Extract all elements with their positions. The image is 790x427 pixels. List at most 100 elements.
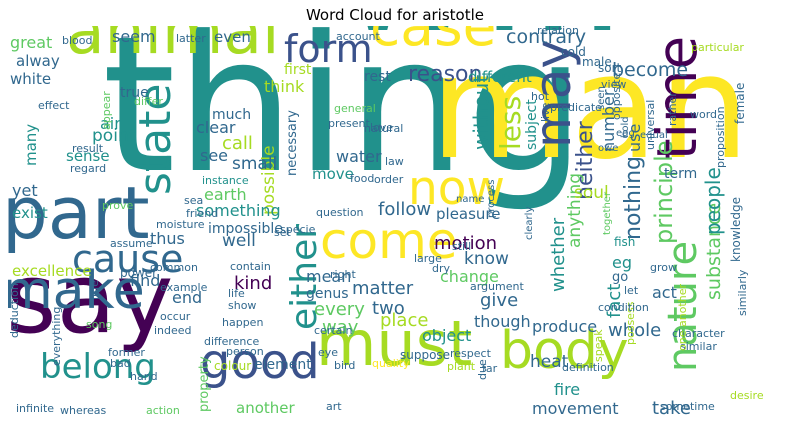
word-take: take (652, 398, 691, 419)
word-go: go (612, 270, 628, 285)
word-line: line (88, 280, 101, 300)
word-view: view (601, 78, 626, 91)
word-together: together (602, 191, 613, 235)
word-water: water (336, 147, 382, 166)
word-place: place (380, 310, 428, 331)
word-example: example (160, 281, 208, 294)
word-set: set (274, 226, 291, 239)
word-account: account (336, 30, 381, 43)
word-moisture: moisture (156, 218, 205, 231)
word-know: know (464, 249, 509, 269)
word-call: call (222, 133, 253, 154)
word-female: female (733, 83, 747, 124)
word-animal: animal (66, 26, 280, 68)
word-clear: clear (196, 118, 236, 137)
word-happen: happen (222, 316, 263, 329)
word-hot: hot (531, 90, 550, 103)
word-yet: yet (12, 181, 38, 200)
word-belong: belong (40, 347, 156, 387)
word-latter: latter (176, 32, 206, 45)
word-desire: desire (730, 389, 764, 402)
word-many: many (22, 124, 40, 166)
word-live: live (539, 102, 552, 122)
word-suppose: suppose (400, 348, 450, 362)
word-eye: eye (318, 346, 338, 359)
word-definition: definition (562, 361, 614, 374)
word-end: end (172, 288, 202, 307)
word-though: though (474, 312, 531, 331)
word-bad: bad (110, 357, 131, 370)
word-mean: mean (306, 267, 351, 286)
word-much: much (212, 107, 251, 123)
word-character: character (672, 327, 725, 340)
word-move: move (312, 165, 354, 183)
word-see: see (200, 146, 228, 165)
word-clearly: clearly (524, 207, 535, 240)
word-nothing: nothing (621, 156, 646, 240)
word-appear: appear (100, 91, 113, 130)
word-effect: effect (38, 99, 70, 112)
word-part: part (8, 171, 150, 255)
word-every: every (314, 299, 365, 320)
word-people: people (701, 167, 725, 235)
word-now: now (408, 161, 505, 216)
word-change: change (440, 267, 499, 286)
word-term: term (664, 166, 697, 182)
word-say: say (8, 242, 173, 355)
word-reason: reason (408, 62, 482, 87)
chart-title: Word Cloud for aristotle (305, 6, 484, 24)
word-occur: occur (160, 310, 191, 323)
word-due: due (476, 359, 489, 380)
word-particular: particular (691, 41, 744, 54)
word-fact: fact (604, 284, 625, 318)
word-song: song (86, 318, 112, 331)
word-without: without (469, 75, 493, 150)
word-male: male (582, 55, 612, 69)
word-something: something (196, 201, 281, 220)
word-respect: respect (450, 347, 492, 360)
word-must: must (316, 307, 472, 380)
word-deduction: deduction (8, 283, 21, 338)
word-natural: natural (364, 122, 403, 135)
word-difference: difference (204, 335, 259, 348)
word-cause: cause (72, 237, 183, 281)
word-name: name (456, 194, 484, 205)
word-fire: fire (554, 380, 580, 399)
word-knowledge: knowledge (729, 197, 743, 262)
word-find: find (130, 271, 160, 290)
word-anything: anything (565, 173, 585, 248)
word-one: one (8, 26, 372, 52)
word-egg: egg (616, 128, 635, 139)
word-may: may (524, 39, 582, 148)
word-opposite: opposite (610, 72, 623, 120)
word-good: good (200, 334, 320, 390)
word-object: object (422, 326, 471, 345)
word-one-another: one another (676, 284, 689, 351)
word-form: form (284, 27, 373, 71)
word-act: act (652, 283, 677, 302)
word-thing: thing (102, 26, 586, 215)
word-true: true (120, 85, 149, 101)
word-cold: cold (561, 45, 586, 59)
word-speak: speak (592, 329, 605, 362)
word-quality: quality (372, 357, 410, 370)
word-everything: everything (50, 307, 63, 366)
word-hold: hold (620, 116, 631, 138)
word-certain: certain (314, 324, 352, 337)
word-body: body (500, 321, 629, 381)
word-far: far (482, 362, 498, 375)
word-action: action (146, 404, 180, 417)
word-white: white (10, 70, 51, 88)
word-owe: owe (598, 143, 618, 154)
word-genus: genus (306, 286, 349, 302)
word-follow: follow (378, 199, 431, 220)
word-first: first (284, 62, 312, 78)
word-sea: sea (184, 194, 203, 207)
word-regard: regard (70, 162, 106, 175)
word-similarly: similarly (736, 269, 749, 316)
word-element: element (254, 357, 312, 373)
word-blood: blood (62, 34, 92, 47)
word-dry: dry (432, 262, 451, 275)
word-small: small (232, 154, 277, 174)
word-order: order (374, 173, 404, 186)
